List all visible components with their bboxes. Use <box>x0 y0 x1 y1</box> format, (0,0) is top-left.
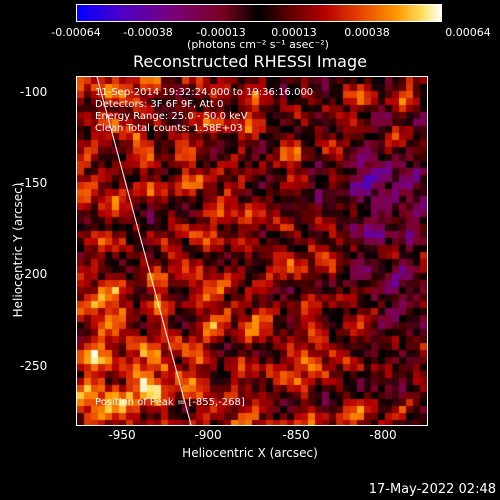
info-detectors: Detectors: 3F 6F 9F, Att 0 <box>95 99 224 110</box>
colorbar-tick: 0.00038 <box>344 26 390 39</box>
y-tick-label: -150 <box>20 176 48 190</box>
x-tick-label: -800 <box>369 428 397 442</box>
y-tick-label: -100 <box>20 85 48 99</box>
info-time-range: 11-Sep-2014 19:32:24.000 to 19:36:16.000 <box>95 87 314 98</box>
x-axis-label: Heliocentric X (arcsec) <box>182 446 318 460</box>
image-plot-area: 11-Sep-2014 19:32:24.000 to 19:36:16.000… <box>76 76 428 426</box>
heatmap-image <box>77 77 427 425</box>
colorbar-tick: -0.00064 <box>51 26 101 39</box>
y-axis-label: Heliocentric Y (arcsec) <box>11 182 25 318</box>
x-tick-label: -900 <box>194 428 222 442</box>
colorbar-units: (photons cm⁻² s⁻¹ asec⁻²) <box>187 38 329 51</box>
plot-timestamp: 17-May-2022 02:48 <box>368 482 496 497</box>
colorbar-tick: -0.00038 <box>123 26 173 39</box>
x-tick-label: -950 <box>108 428 136 442</box>
colorbar-tick: 0.00013 <box>271 26 317 39</box>
info-total-counts: Clean Total counts: 1.58E+03 <box>95 123 243 134</box>
info-energy-range: Energy Range: 25.0 - 50.0 keV <box>95 111 248 122</box>
plot-title: Reconstructed RHESSI Image <box>133 52 367 71</box>
peak-position-label: Position of Peak = [-855,-268] <box>95 397 245 408</box>
colorbar <box>76 4 442 22</box>
colorbar-tick: 0.00064 <box>445 26 491 39</box>
y-tick-label: -250 <box>20 359 48 373</box>
solar-limb-line <box>96 77 192 425</box>
x-tick-label: -850 <box>282 428 310 442</box>
y-tick-label: -200 <box>20 267 48 281</box>
limb-overlay <box>96 77 192 425</box>
colorbar-tick: -0.00013 <box>196 26 246 39</box>
